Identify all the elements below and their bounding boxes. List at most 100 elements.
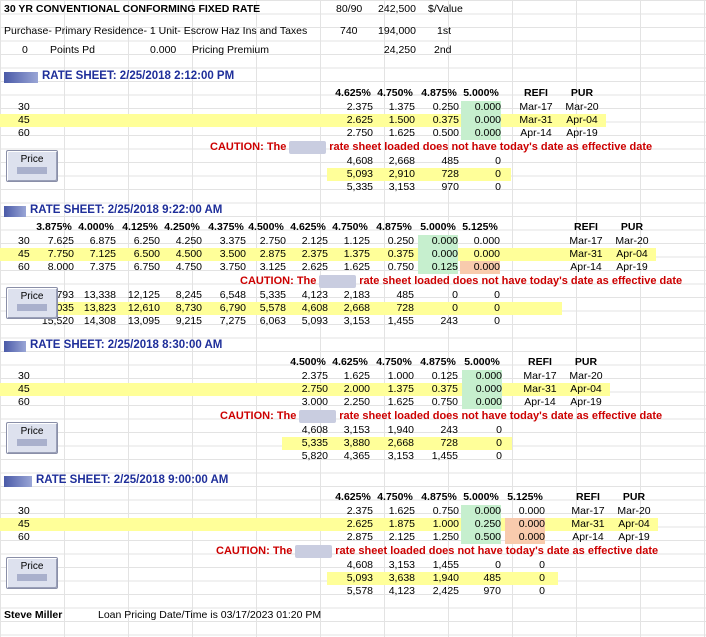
rate-price-cell[interactable]: 2.625 bbox=[301, 261, 328, 273]
rate-price-cell[interactable]: 0.125 bbox=[431, 370, 458, 382]
refi-date: Mar-17 bbox=[569, 235, 603, 247]
price-button[interactable]: Price bbox=[6, 150, 58, 182]
rate-header: 5.000% bbox=[464, 356, 500, 368]
rate-price-cell[interactable]: 4.500 bbox=[175, 248, 202, 260]
page-title: 30 YR CONVENTIONAL CONFORMING FIXED RATE bbox=[4, 3, 261, 15]
refi-date: Mar-31 bbox=[519, 114, 553, 126]
dollar-price-cell: 6,063 bbox=[259, 315, 286, 327]
rate-price-cell[interactable]: 2.625 bbox=[346, 114, 373, 126]
rate-price-cell[interactable]: 1.000 bbox=[387, 370, 414, 382]
rate-price-cell[interactable]: 1.875 bbox=[388, 518, 415, 530]
rate-price-cell[interactable]: 1.625 bbox=[388, 127, 415, 139]
rate-price-cell[interactable]: 1.625 bbox=[387, 396, 414, 408]
rate-price-cell[interactable]: 1.500 bbox=[388, 114, 415, 126]
rate-price-cell[interactable]: 1.375 bbox=[388, 101, 415, 113]
rate-price-cell[interactable]: 6.250 bbox=[133, 235, 160, 247]
rate-price-cell[interactable]: 0.000 bbox=[461, 101, 501, 114]
rate-price-cell[interactable]: 0.750 bbox=[387, 261, 414, 273]
rate-price-cell[interactable]: 0.000 bbox=[460, 261, 500, 274]
rate-price-cell[interactable]: 7.625 bbox=[47, 235, 74, 247]
rate-price-cell[interactable]: 0.000 bbox=[461, 114, 501, 127]
rate-price-cell[interactable]: 2.125 bbox=[388, 531, 415, 543]
rate-price-cell[interactable]: 4.250 bbox=[175, 235, 202, 247]
price-button[interactable]: Price bbox=[6, 557, 58, 589]
rate-price-cell[interactable]: 2.750 bbox=[259, 235, 286, 247]
rate-price-cell[interactable]: 1.375 bbox=[387, 383, 414, 395]
dollar-price-cell: 0 bbox=[494, 289, 500, 301]
rate-price-cell[interactable]: 1.625 bbox=[343, 261, 370, 273]
rate-price-cell[interactable]: 0.250 bbox=[461, 518, 501, 531]
rate-price-cell[interactable]: 2.375 bbox=[346, 505, 373, 517]
rate-price-cell[interactable]: 0.250 bbox=[432, 101, 459, 113]
purchase-date: Apr-04 bbox=[618, 518, 650, 530]
rate-price-cell[interactable]: 6.750 bbox=[133, 261, 160, 273]
rate-price-cell[interactable]: 0.500 bbox=[461, 531, 501, 544]
rate-price-cell[interactable]: 1.250 bbox=[432, 531, 459, 543]
rate-price-cell[interactable]: 0.000 bbox=[461, 127, 501, 140]
rate-price-cell[interactable]: 1.125 bbox=[343, 235, 370, 247]
rate-price-cell[interactable]: 2.125 bbox=[301, 235, 328, 247]
rate-price-cell[interactable]: 2.375 bbox=[301, 248, 328, 260]
dollar-price-cell: 7,275 bbox=[219, 315, 246, 327]
dollar-price-cell: 485 bbox=[483, 572, 501, 584]
rate-price-cell[interactable]: 0.000 bbox=[418, 235, 458, 248]
rate-price-cell[interactable]: 0.750 bbox=[432, 505, 459, 517]
rate-price-cell[interactable]: 2.000 bbox=[343, 383, 370, 395]
price-button[interactable]: Price bbox=[6, 287, 58, 319]
price-button[interactable]: Price bbox=[6, 422, 58, 454]
rate-header: 4.750% bbox=[332, 221, 368, 233]
rate-price-cell[interactable]: 2.875 bbox=[346, 531, 373, 543]
rate-price-cell[interactable]: 0.375 bbox=[387, 248, 414, 260]
rate-price-cell[interactable]: 0.250 bbox=[387, 235, 414, 247]
rate-price-cell[interactable]: 0.125 bbox=[418, 261, 458, 274]
rate-price-cell[interactable]: 0.000 bbox=[462, 396, 502, 409]
caution-message: CAUTION: The XXXXX rate sheet loaded doe… bbox=[220, 410, 662, 423]
rate-price-cell[interactable]: 0.750 bbox=[431, 396, 458, 408]
rate-price-cell[interactable]: 0.000 bbox=[505, 518, 545, 531]
rate-price-cell[interactable]: 0.375 bbox=[432, 114, 459, 126]
rate-price-cell[interactable]: 0.000 bbox=[473, 248, 500, 260]
rate-price-cell[interactable]: 0.000 bbox=[518, 505, 545, 517]
rate-price-cell[interactable]: 8.000 bbox=[47, 261, 74, 273]
rate-price-cell[interactable]: 2.875 bbox=[259, 248, 286, 260]
loan-description: Purchase- Primary Residence- 1 Unit- Esc… bbox=[4, 25, 308, 37]
rate-price-cell[interactable]: 7.375 bbox=[89, 261, 116, 273]
dollar-price-cell: 1,455 bbox=[432, 559, 459, 571]
dollar-price-cell: 3,153 bbox=[343, 424, 370, 436]
rate-price-cell[interactable]: 7.750 bbox=[47, 248, 74, 260]
rate-price-cell[interactable]: 3.125 bbox=[259, 261, 286, 273]
rate-price-cell[interactable]: 7.125 bbox=[89, 248, 116, 260]
rate-price-cell[interactable]: 0.500 bbox=[432, 127, 459, 139]
rate-price-cell[interactable]: 1.625 bbox=[388, 505, 415, 517]
rate-price-cell[interactable]: 0.000 bbox=[505, 531, 545, 544]
rate-price-cell[interactable]: 6.500 bbox=[133, 248, 160, 260]
dollar-price-cell: 2,668 bbox=[343, 302, 370, 314]
rate-price-cell[interactable]: 2.625 bbox=[346, 518, 373, 530]
dollar-price-cell: 12,610 bbox=[127, 302, 160, 314]
dollar-price-cell: 0 bbox=[495, 181, 501, 193]
rate-price-cell[interactable]: 0.000 bbox=[473, 235, 500, 247]
rate-price-cell[interactable]: 2.250 bbox=[343, 396, 370, 408]
rate-price-cell[interactable]: 3.750 bbox=[219, 261, 246, 273]
rate-price-cell[interactable]: 0.000 bbox=[462, 383, 502, 396]
rate-price-cell[interactable]: 0.375 bbox=[431, 383, 458, 395]
rate-price-cell[interactable]: 0.000 bbox=[462, 370, 502, 383]
rate-price-cell[interactable]: 2.750 bbox=[301, 383, 328, 395]
rate-price-cell[interactable]: 2.375 bbox=[301, 370, 328, 382]
rate-price-cell[interactable]: 1.625 bbox=[343, 370, 370, 382]
rate-header: 4.875% bbox=[421, 491, 457, 503]
rate-price-cell[interactable]: 3.375 bbox=[219, 235, 246, 247]
lock-period-label: 45 bbox=[18, 383, 30, 395]
rate-price-cell[interactable]: 2.375 bbox=[346, 101, 373, 113]
rate-price-cell[interactable]: 0.000 bbox=[461, 505, 501, 518]
dollar-price-cell: 5,578 bbox=[259, 302, 286, 314]
rate-price-cell[interactable]: 3.500 bbox=[219, 248, 246, 260]
rate-price-cell[interactable]: 6.875 bbox=[89, 235, 116, 247]
rate-price-cell[interactable]: 2.750 bbox=[346, 127, 373, 139]
rate-price-cell[interactable]: 4.750 bbox=[175, 261, 202, 273]
rate-price-cell[interactable]: 0.000 bbox=[418, 248, 458, 261]
rate-price-cell[interactable]: 1.375 bbox=[343, 248, 370, 260]
dollar-price-cell: 4,123 bbox=[301, 289, 328, 301]
rate-price-cell[interactable]: 1.000 bbox=[432, 518, 459, 530]
rate-price-cell[interactable]: 3.000 bbox=[301, 396, 328, 408]
